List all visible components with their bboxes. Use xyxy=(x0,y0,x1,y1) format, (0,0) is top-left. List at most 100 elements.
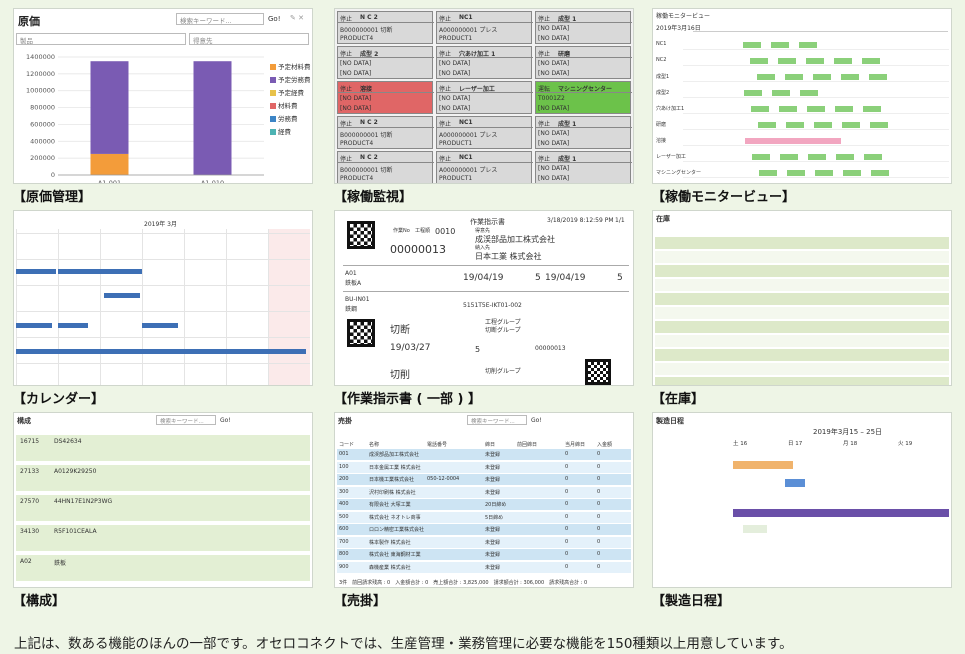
table-cell: 株式会社 ネオトレ商事 xyxy=(369,514,421,521)
schedule-tile[interactable]: 製造日程 2019年3月15 – 25日 土 16 日 17 月 18 火 19 【製… xyxy=(652,412,952,612)
row-line xyxy=(683,97,949,98)
settings-icon[interactable]: ✎ ✕ xyxy=(290,14,304,22)
card-status: 停止 xyxy=(538,51,551,58)
table-cell: 株本製作 株式会社 xyxy=(369,539,411,546)
structure-name: 鉄板 xyxy=(54,560,67,567)
table-cell: 800 xyxy=(339,551,349,557)
card-header xyxy=(437,117,533,128)
card-status: 停止 xyxy=(340,86,353,93)
qr-code-icon xyxy=(347,221,375,249)
table-cell: 0 xyxy=(597,488,601,495)
activity-bar xyxy=(773,138,813,144)
receivable-tile[interactable]: 売掛 検索キーワード... Go! 3件 前回請求残高 : 0 入金額合計 : … xyxy=(334,412,634,612)
calendar-caption: 【カレンダー】 xyxy=(13,392,105,407)
inventory-tile[interactable]: 在庫 【在庫】 xyxy=(652,210,952,410)
activity-bar xyxy=(771,42,789,48)
machine-card[interactable]: 停止 NC1 A000000001 プレス PRODUCT1 xyxy=(436,116,533,149)
row-label: 溶接 xyxy=(656,138,667,144)
machine-card[interactable]: 停止 研磨 [NO DATA] [NO DATA] xyxy=(535,46,632,79)
receivable-caption: 【売掛】 xyxy=(334,594,387,609)
activity-bar xyxy=(772,90,790,96)
machine-card[interactable]: 停止 NC1 A000000001 プレス PRODUCT1 xyxy=(436,11,533,44)
calendar-screenshot: 2019年 3月 xyxy=(13,210,313,386)
header-line xyxy=(693,31,948,32)
table-cell: 未登録 xyxy=(485,564,501,571)
calendar-column xyxy=(58,229,100,385)
y-tick-label: 1400000 xyxy=(26,53,55,61)
calendar-row xyxy=(16,233,310,234)
monitor-tile[interactable]: 停止 N C 2 B000000001 切断 PRODUCT4 停止 NC1 A000000… xyxy=(334,8,634,208)
structure-tile[interactable]: 構成 検索キーワード... Go! 16715 DS42634 27133 A0129… xyxy=(13,412,313,612)
costing-caption: 【原価管理】 xyxy=(13,190,92,205)
customer-name: 成渓部品加工株式会社 xyxy=(475,235,555,244)
machine-card[interactable]: 停止 成型 1 [NO DATA] [NO DATA] xyxy=(535,116,632,149)
schedule-bar xyxy=(785,479,805,487)
card-line-2: [NO DATA] xyxy=(439,105,471,112)
calendar-row xyxy=(16,259,310,260)
costing-tile[interactable]: 原価 検索キーワード... Go! ✎ ✕ 製品 得意先 1400000 1200… xyxy=(13,8,313,208)
machine-card[interactable]: 停止 成型 2 [NO DATA] [NO DATA] xyxy=(337,46,434,79)
qty-3: 5 xyxy=(475,345,481,354)
activity-bar xyxy=(743,42,761,48)
card-header xyxy=(437,82,533,93)
table-cell: 300 xyxy=(339,488,349,495)
work-order-tile[interactable]: 作業指示書 3/18/2019 8:12:59 PM 1/1 作業No 工程順 … xyxy=(334,210,634,410)
product-field[interactable]: 製品 xyxy=(16,33,186,45)
machine-card[interactable]: 運転 マシニングセンター T0001Z2 [NO DATA] xyxy=(535,81,632,114)
machine-card[interactable]: 停止 NC1 A000000001 プレス PRODUCT1 xyxy=(436,151,533,183)
legend-label: 労務費 xyxy=(278,114,298,123)
structure-search-input[interactable]: 検索キーワード... xyxy=(156,415,216,425)
process-group: 切断グループ xyxy=(485,327,521,334)
card-status: 停止 xyxy=(340,51,353,58)
machine-card[interactable]: 停止 成型 1 [NO DATA] [NO DATA] xyxy=(535,151,632,183)
card-line-1: B000000001 切断 xyxy=(340,27,393,34)
card-header xyxy=(437,152,533,163)
card-line-1: [NO DATA] xyxy=(340,60,372,67)
activity-bar xyxy=(862,58,880,64)
receivable-search-input[interactable]: 検索キーワード... xyxy=(467,415,527,425)
day-header: 日 17 xyxy=(788,441,803,447)
y-tick-label: 1000000 xyxy=(26,87,55,95)
y-tick-label: 400000 xyxy=(30,137,55,145)
card-line-2: PRODUCT4 xyxy=(340,140,374,147)
activity-bar xyxy=(870,122,888,128)
machine-card[interactable]: 停止 成型 1 [NO DATA] [NO DATA] xyxy=(535,11,632,44)
calendar-row xyxy=(16,285,310,286)
part-code: BU-IN01 xyxy=(345,296,370,303)
machine-card[interactable]: 停止 N C 2 B000000001 切断 PRODUCT4 xyxy=(337,11,434,44)
costing-go-button[interactable]: Go! xyxy=(268,15,281,23)
table-row xyxy=(337,499,631,510)
structure-go-button[interactable]: Go! xyxy=(220,417,231,424)
machine-card[interactable]: 停止 穴あけ加工 1 [NO DATA] [NO DATA] xyxy=(436,46,533,79)
customer-field[interactable]: 得意先 xyxy=(189,33,309,45)
activity-bar xyxy=(799,42,817,48)
cost-bar-chart: 1400000 1200000 1000000 800000 600000 400000 2… xyxy=(26,53,311,183)
card-machine-name: 穴あけ加工 1 xyxy=(459,51,496,58)
activity-bar xyxy=(808,154,826,160)
activity-bar xyxy=(864,154,882,160)
table-cell: 0 xyxy=(565,451,569,457)
machine-card[interactable]: 停止 溶接 [NO DATA] [NO DATA] xyxy=(337,81,434,114)
monitor-view-date: 2019年3月16日 xyxy=(656,25,701,32)
structure-row xyxy=(16,525,310,551)
monitor-view-tile[interactable]: 稼働モニタービュー 2019年3月16日 NC1 NC2 成型1 成型2 穴あけ加工1 研… xyxy=(652,8,952,208)
table-row xyxy=(337,461,631,473)
calendar-event xyxy=(16,269,56,274)
row-label: 成型1 xyxy=(656,74,670,80)
calendar-tile[interactable]: 2019年 3月 【カレンダー】 xyxy=(13,210,313,410)
card-machine-name: 成型 2 xyxy=(360,51,379,58)
day-header: 火 19 xyxy=(898,441,913,447)
table-cell: 株式会社 東海鋼材工業 xyxy=(369,552,421,558)
receivable-go-button[interactable]: Go! xyxy=(531,417,542,424)
monitor-view-caption: 【稼働モニタービュー】 xyxy=(652,190,796,205)
machine-card[interactable]: 停止 N C 2 B000000001 切断 PRODUCT4 xyxy=(337,116,434,149)
machine-card[interactable]: 停止 N C 2 B000000001 切断 PRODUCT4 xyxy=(337,151,434,183)
machine-card[interactable]: 停止 レーザー加工 [NO DATA] [NO DATA] xyxy=(436,81,533,114)
item-name: 鉄板A xyxy=(345,280,362,287)
activity-bar xyxy=(806,58,824,64)
calendar-column xyxy=(142,229,184,385)
legend-label: 材料費 xyxy=(278,101,298,110)
table-cell: 0 xyxy=(565,538,569,545)
table-row xyxy=(337,486,631,498)
costing-search-input[interactable]: 検索キーワード... xyxy=(176,13,264,25)
